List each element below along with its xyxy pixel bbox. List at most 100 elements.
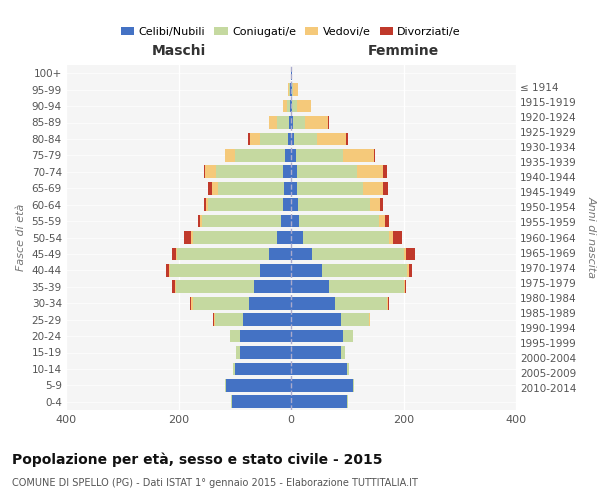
Bar (407, 264, 409, 277)
Bar (172, 248, 176, 260)
Bar (193, 231, 277, 244)
Bar (289, 116, 291, 129)
Bar (291, 100, 292, 112)
Bar (291, 116, 293, 129)
Bar (291, 198, 298, 211)
Bar (409, 264, 412, 277)
Bar (208, 182, 212, 194)
Y-axis label: Anni di nascita: Anni di nascita (586, 196, 596, 278)
Bar (291, 362, 347, 376)
Bar (380, 198, 383, 211)
Bar (226, 379, 291, 392)
Bar (353, 379, 354, 392)
Bar (291, 182, 296, 194)
Bar (205, 166, 216, 178)
Bar (166, 264, 169, 277)
Y-axis label: Fasce di età: Fasce di età (16, 204, 26, 271)
Bar (287, 100, 290, 112)
Bar (288, 83, 289, 96)
Bar (291, 248, 313, 260)
Bar (283, 198, 291, 211)
Bar (293, 83, 298, 96)
Bar (291, 313, 341, 326)
Text: COMUNE DI SPELLO (PG) - Dati ISTAT 1° gennaio 2015 - Elaborazione TUTTITALIA.IT: COMUNE DI SPELLO (PG) - Dati ISTAT 1° ge… (12, 478, 418, 488)
Bar (341, 313, 368, 326)
Bar (200, 214, 202, 228)
Bar (296, 166, 358, 178)
Bar (322, 264, 407, 277)
Bar (243, 313, 291, 326)
Bar (347, 396, 349, 408)
Bar (291, 264, 322, 277)
Bar (292, 83, 293, 96)
Bar (284, 182, 291, 194)
Bar (291, 346, 341, 359)
Bar (260, 132, 288, 145)
Bar (370, 198, 380, 211)
Bar (329, 280, 404, 293)
Bar (204, 166, 205, 178)
Bar (248, 132, 250, 145)
Bar (388, 297, 389, 310)
Bar (406, 248, 415, 260)
Bar (385, 214, 389, 228)
Bar (291, 149, 296, 162)
Bar (216, 166, 283, 178)
Bar (176, 280, 254, 293)
Bar (296, 182, 363, 194)
Bar (404, 280, 406, 293)
Bar (193, 297, 249, 310)
Bar (283, 100, 287, 112)
Bar (260, 264, 291, 277)
Bar (383, 182, 388, 194)
Bar (224, 149, 235, 162)
Bar (299, 214, 379, 228)
Bar (288, 132, 291, 145)
Bar (249, 297, 291, 310)
Bar (328, 116, 329, 129)
Bar (291, 166, 296, 178)
Bar (215, 313, 243, 326)
Bar (214, 313, 215, 326)
Legend: Celibi/Nubili, Coniugati/e, Vedovi/e, Divorziati/e: Celibi/Nubili, Coniugati/e, Vedovi/e, Di… (116, 22, 466, 41)
Bar (235, 362, 291, 376)
Bar (277, 231, 291, 244)
Bar (191, 231, 193, 244)
Text: Maschi: Maschi (151, 44, 206, 58)
Bar (383, 166, 387, 178)
Bar (291, 132, 294, 145)
Bar (175, 280, 176, 293)
Bar (232, 396, 291, 408)
Bar (283, 166, 291, 178)
Bar (347, 362, 349, 376)
Bar (343, 330, 353, 342)
Text: Femmine: Femmine (368, 44, 439, 58)
Bar (291, 330, 343, 342)
Bar (254, 280, 291, 293)
Bar (298, 198, 370, 211)
Bar (404, 248, 406, 260)
Bar (389, 231, 394, 244)
Bar (296, 149, 343, 162)
Bar (386, 297, 388, 310)
Bar (317, 132, 346, 145)
Bar (293, 116, 305, 129)
Bar (235, 149, 286, 162)
Bar (291, 231, 304, 244)
Bar (291, 280, 329, 293)
Bar (292, 100, 296, 112)
Bar (335, 297, 386, 310)
Bar (190, 297, 191, 310)
Bar (230, 330, 241, 342)
Bar (236, 346, 241, 359)
Bar (241, 330, 291, 342)
Bar (184, 231, 191, 244)
Bar (343, 149, 374, 162)
Bar (281, 214, 291, 228)
Bar (212, 182, 218, 194)
Bar (250, 132, 260, 145)
Bar (363, 182, 383, 194)
Bar (291, 379, 353, 392)
Bar (202, 214, 281, 228)
Bar (218, 182, 284, 194)
